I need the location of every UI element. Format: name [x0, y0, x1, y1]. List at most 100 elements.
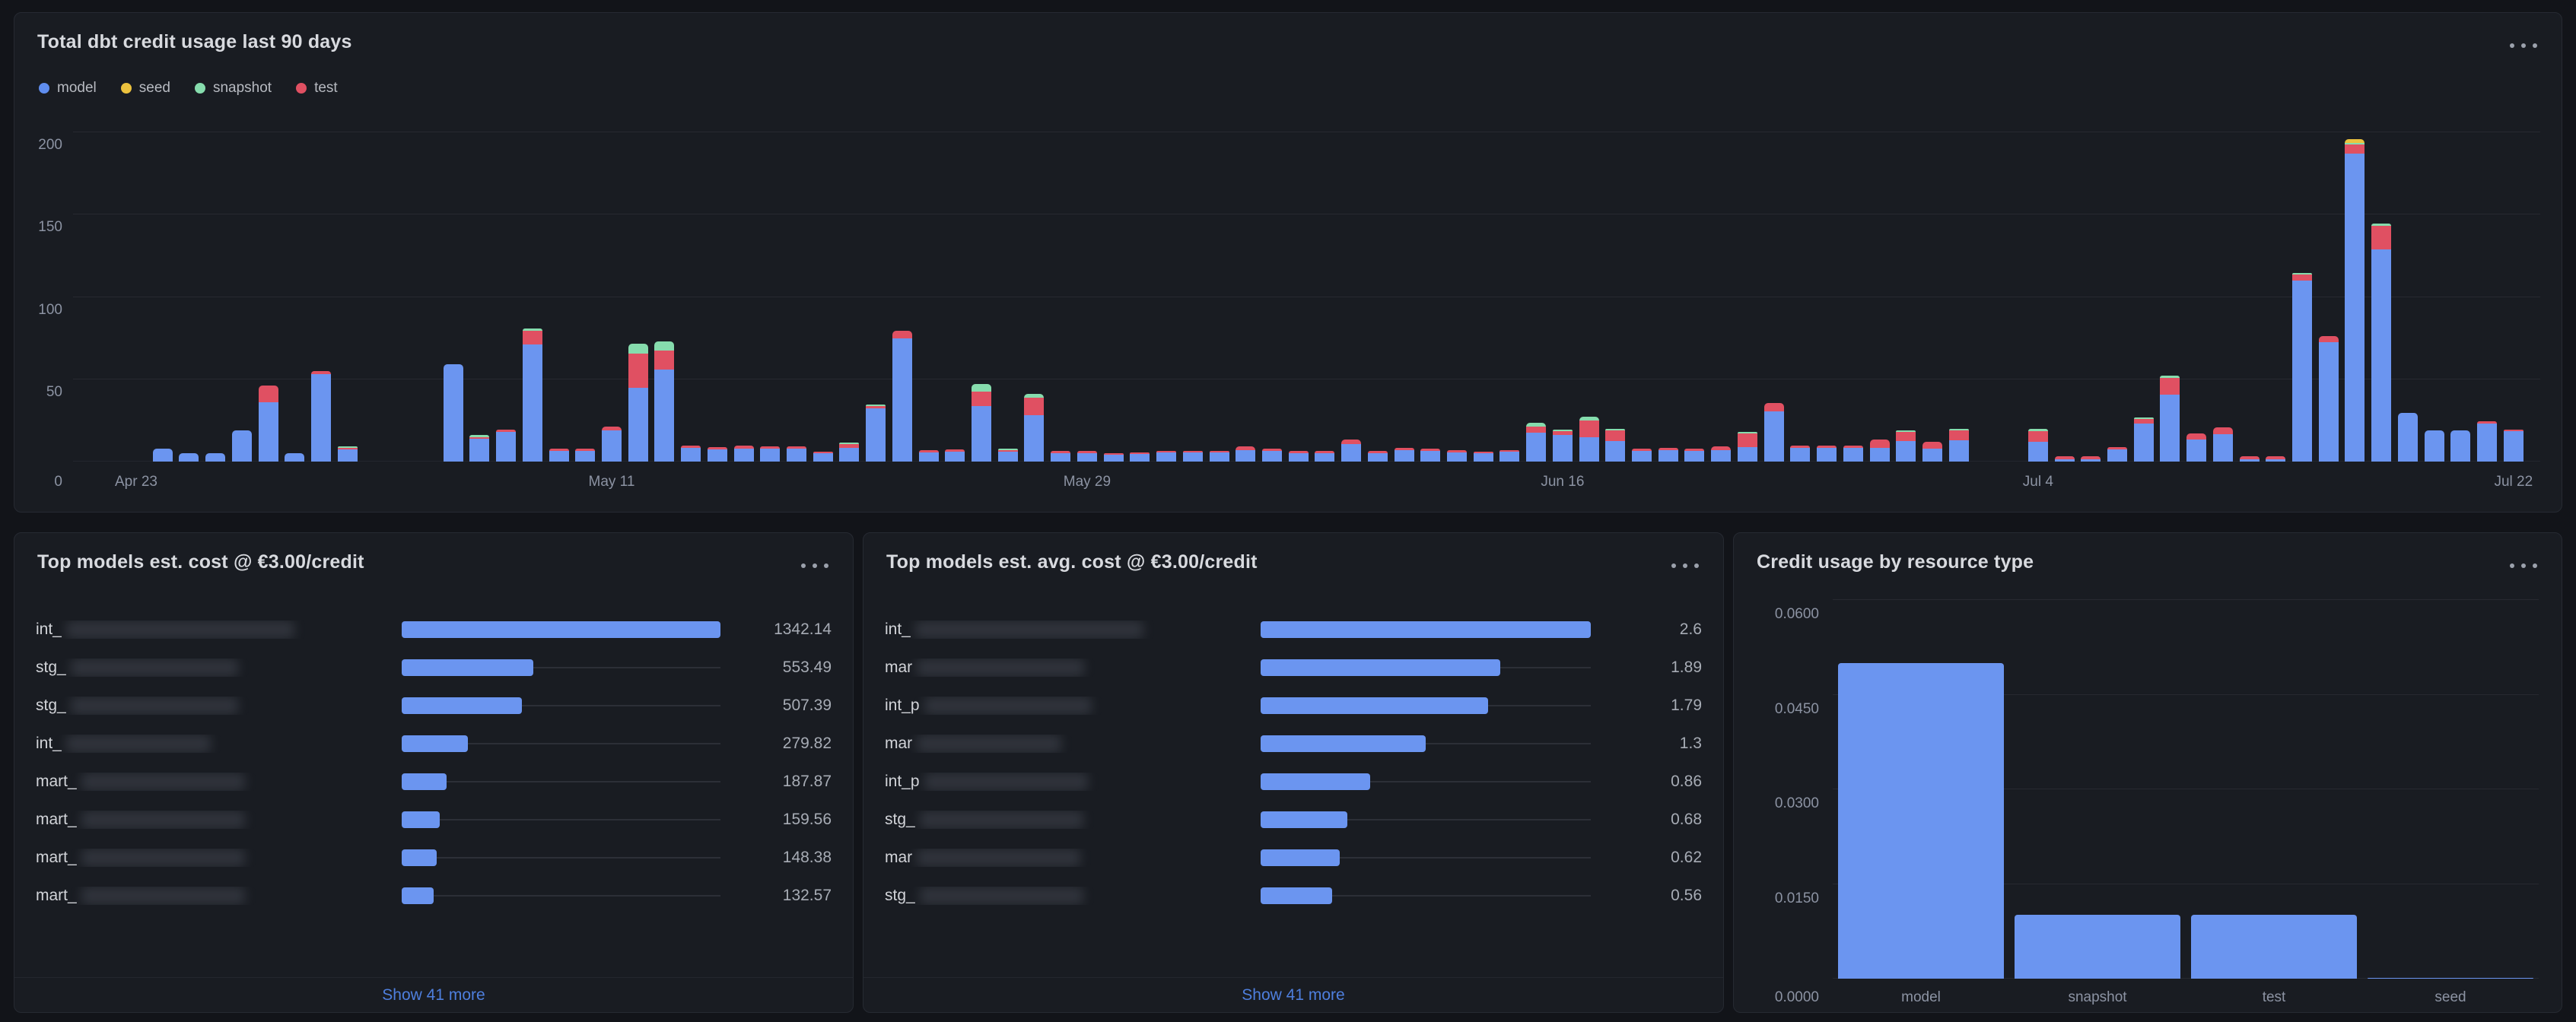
- x-axis-label-may-29: May 29: [1063, 474, 1111, 490]
- test-segment: [2292, 275, 2313, 281]
- model-segment: [1394, 450, 1414, 462]
- model-name-prefix: mart_: [36, 811, 77, 828]
- snapshot-series-dot-icon: [194, 83, 205, 94]
- redacted-model-name: [917, 849, 1081, 867]
- stacked-bar-day-30: [918, 450, 939, 462]
- redacted-model-name: [914, 620, 1143, 639]
- model-segment: [1922, 449, 1942, 462]
- model-segment: [1209, 452, 1229, 462]
- y-axis-label: 100: [38, 301, 62, 318]
- model-segment: [2371, 249, 2392, 462]
- gauge-fill: [402, 773, 447, 790]
- test-segment: [2133, 419, 2154, 424]
- gauge-track: [402, 819, 720, 820]
- model-name-prefix: int_p: [885, 697, 920, 714]
- test-segment: [575, 449, 596, 451]
- test-segment: [2186, 433, 2207, 440]
- model-name-label: mart_: [36, 811, 402, 829]
- panel-title[interactable]: Top models est. avg. cost @ €3.00/credit: [886, 551, 1258, 573]
- snapshot-segment: [997, 449, 1018, 450]
- x-axis-label-apr-23: Apr 23: [115, 474, 157, 490]
- gridline-0.0600: [1833, 599, 2539, 600]
- bar-gauge: [402, 849, 720, 867]
- show-more-link[interactable]: Show 41 more: [382, 986, 485, 1004]
- gauge-value: 279.82: [782, 735, 832, 752]
- panel-menu-button[interactable]: [797, 559, 833, 573]
- gauge-value: 159.56: [782, 811, 832, 828]
- panel-top-models-cost: Top models est. cost @ €3.00/credit int_…: [14, 532, 854, 1013]
- snapshot-segment: [2160, 376, 2180, 378]
- gauge-fill: [1261, 849, 1340, 866]
- test-segment: [1684, 449, 1705, 451]
- stacked-bar-day-36: [1077, 451, 1097, 462]
- resource-bar-test: [2190, 915, 2358, 979]
- legend-item-test[interactable]: test: [296, 80, 338, 97]
- bar-gauge: [1261, 735, 1591, 753]
- panel-title[interactable]: Total dbt credit usage last 90 days: [37, 31, 352, 52]
- stacked-bar-day-4: [231, 430, 252, 462]
- test-segment: [628, 354, 648, 388]
- stacked-bar-day-49: [1420, 449, 1441, 462]
- show-more-link[interactable]: Show 41 more: [1242, 986, 1345, 1004]
- test-segment: [1024, 398, 1045, 415]
- model-segment: [1473, 453, 1493, 462]
- gauge-value: 2.6: [1679, 620, 1702, 638]
- y-axis-label: 50: [46, 383, 62, 400]
- legend-item-seed[interactable]: seed: [120, 80, 170, 97]
- model-segment: [311, 374, 332, 462]
- stacked-bar-day-12: [443, 364, 463, 462]
- model-segment: [1447, 452, 1467, 462]
- model-segment: [2054, 459, 2075, 462]
- test-segment: [1605, 430, 1626, 441]
- bar-gauge: [402, 773, 720, 791]
- model-segment: [707, 449, 727, 462]
- stacked-bar-day-25: [787, 446, 806, 462]
- model-segment: [972, 406, 992, 462]
- stacked-bar-day-63: [1790, 446, 1811, 462]
- bar-gauge: [402, 735, 720, 753]
- model-segment: [2292, 281, 2313, 462]
- model-name-label: mart_: [36, 773, 402, 791]
- gauge-fill: [1261, 621, 1591, 638]
- stacked-bar-day-74: [2081, 456, 2101, 462]
- panel-menu-button[interactable]: [1667, 559, 1703, 573]
- model-name-prefix: int_: [36, 620, 62, 638]
- test-segment: [945, 449, 965, 452]
- stacked-bar-day-69: [1948, 429, 1969, 462]
- test-segment: [2081, 456, 2101, 459]
- model-name-prefix: mart_: [36, 849, 77, 866]
- model-segment: [997, 452, 1018, 462]
- panel-title[interactable]: Credit usage by resource type: [1757, 551, 2034, 573]
- panel-menu-button[interactable]: [2505, 559, 2542, 573]
- gauge-row: mart_ 159.56: [36, 801, 832, 839]
- test-segment: [1817, 446, 1837, 448]
- model-segment: [469, 439, 490, 462]
- stacked-bar-day-22: [707, 447, 727, 462]
- panel-menu-button[interactable]: [2505, 39, 2542, 52]
- legend-item-snapshot[interactable]: snapshot: [194, 80, 272, 97]
- legend-label: snapshot: [212, 80, 272, 96]
- model-name-label: stg_: [36, 659, 402, 677]
- snapshot-segment: [1579, 417, 1599, 421]
- stacked-bar-day-79: [2212, 427, 2233, 462]
- test-segment: [1051, 451, 1071, 453]
- stacked-bar-day-17: [575, 449, 596, 462]
- resource-bar-model: [1837, 663, 2005, 979]
- stacked-bar-day-54: [1552, 430, 1573, 462]
- test-segment: [2027, 431, 2048, 442]
- stacked-bar-day-35: [1051, 451, 1071, 462]
- stacked-bar-day-60: [1711, 446, 1732, 462]
- legend-item-model[interactable]: model: [39, 80, 97, 97]
- stacked-bar-day-1: [152, 449, 173, 462]
- gauge-track: [402, 857, 720, 859]
- panel-title[interactable]: Top models est. cost @ €3.00/credit: [37, 551, 364, 573]
- gauge-value: 148.38: [782, 849, 832, 866]
- model-name-prefix: int_: [36, 735, 62, 752]
- y-axis-label: 0.0150: [1774, 890, 1819, 906]
- gauge-value: 1.79: [1671, 697, 1702, 714]
- model-name-label: mart_: [36, 887, 402, 905]
- stacked-bar-day-32: [972, 384, 992, 462]
- stacked-bar-day-62: [1763, 403, 1784, 462]
- redacted-model-name: [81, 887, 245, 905]
- test-segment: [2160, 378, 2180, 395]
